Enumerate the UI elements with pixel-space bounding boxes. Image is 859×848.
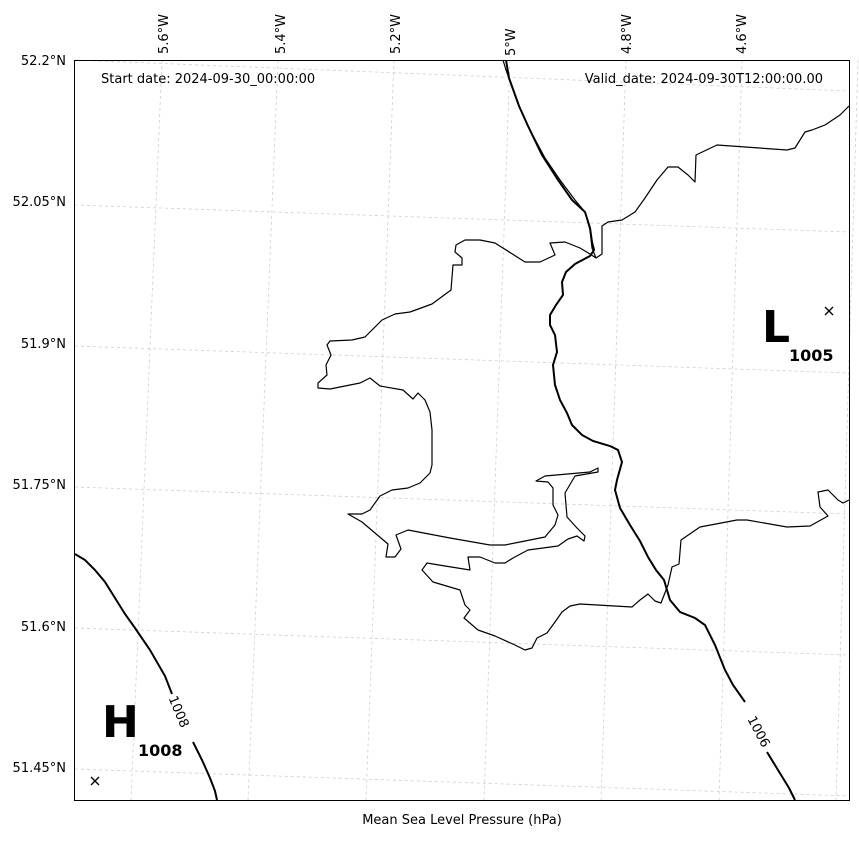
low-pressure-letter: L [762, 302, 790, 353]
meridian-5.6W [130, 59, 163, 801]
high-pressure-letter: H [102, 697, 139, 748]
map-caption: Mean Sea Level Pressure (hPa) [362, 813, 562, 828]
parallel-51.75N [74, 486, 850, 515]
meridian-5.4W [247, 59, 279, 801]
longitude-labels: 5.6°W 5.4°W 5.2°W 5°W 4.8°W 4.6°W [157, 14, 750, 56]
lat-tick-label: 52.05°N [13, 195, 66, 210]
parallel-51.45N [74, 768, 850, 797]
meridian-5W [483, 59, 511, 801]
coastline-upper-east [595, 105, 850, 259]
coastline [317, 59, 850, 651]
lon-tick-label: 4.8°W [620, 14, 635, 54]
meridian-5.2W [365, 59, 395, 801]
graticule [74, 59, 859, 801]
coastline-main [317, 59, 850, 651]
isobar-label-1008: 1008 [165, 694, 192, 730]
lat-tick-label: 52.2°N [21, 54, 66, 69]
isobars: 1008 1006 [74, 59, 796, 801]
latitude-labels: 52.2°N 52.05°N 51.9°N 51.75°N 51.6°N 51.… [13, 54, 66, 776]
isobar-1006-lower [766, 751, 796, 801]
high-pressure-value: 1008 [138, 741, 183, 760]
isobar-label-1006: 1006 [744, 714, 773, 750]
lon-tick-label: 5.6°W [157, 14, 172, 54]
start-date-label: Start date: 2024-09-30_00:00:00 [101, 72, 315, 87]
meridian-4.4W [835, 59, 859, 801]
isobar-1006 [505, 59, 746, 703]
lat-tick-label: 51.75°N [13, 478, 66, 493]
low-pressure-marker [824, 306, 834, 316]
lat-tick-label: 51.6°N [21, 620, 66, 635]
lon-tick-label: 5.2°W [389, 14, 404, 54]
low-pressure-value: 1005 [789, 346, 834, 365]
pressure-centers: H 1008 L 1005 [90, 302, 834, 786]
lat-tick-label: 51.45°N [13, 761, 66, 776]
isobar-1008 [74, 553, 173, 695]
high-pressure-marker [90, 776, 100, 786]
lon-tick-label: 5.4°W [274, 14, 289, 54]
lon-tick-label: 5°W [504, 28, 519, 56]
lat-tick-label: 51.9°N [21, 337, 66, 352]
parallel-51.6N [74, 627, 850, 656]
meridian-4.6W [718, 59, 743, 801]
lon-tick-label: 4.6°W [735, 14, 750, 54]
isobar-1008-lower [192, 741, 218, 801]
map-frame [74, 60, 850, 801]
valid-date-label: Valid_date: 2024-09-30T12:00:00.00 [585, 72, 823, 87]
parallel-52.05N [74, 204, 850, 233]
meridian-4.8W [600, 59, 627, 801]
